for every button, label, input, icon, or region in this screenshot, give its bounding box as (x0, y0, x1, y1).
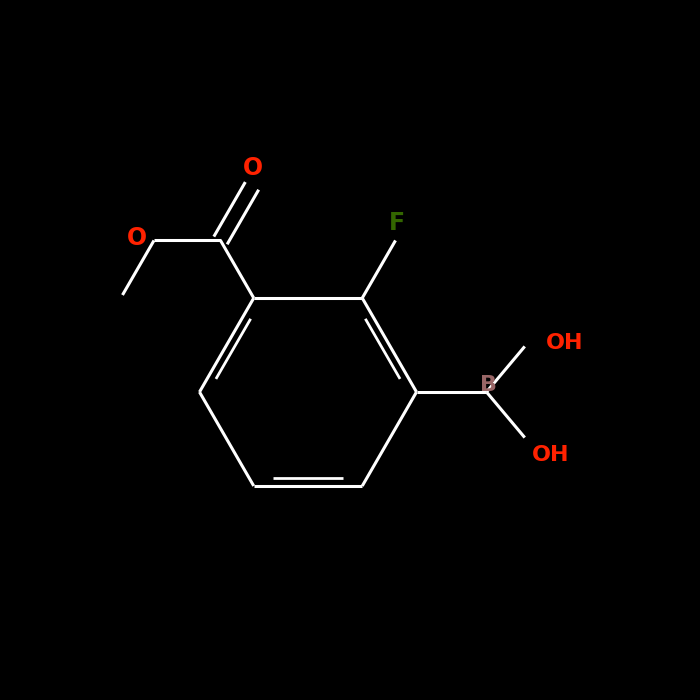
Text: OH: OH (532, 445, 569, 465)
Text: OH: OH (546, 333, 583, 353)
Text: B: B (480, 375, 497, 395)
Text: O: O (127, 226, 146, 251)
Text: F: F (389, 211, 405, 235)
Text: O: O (244, 155, 263, 180)
